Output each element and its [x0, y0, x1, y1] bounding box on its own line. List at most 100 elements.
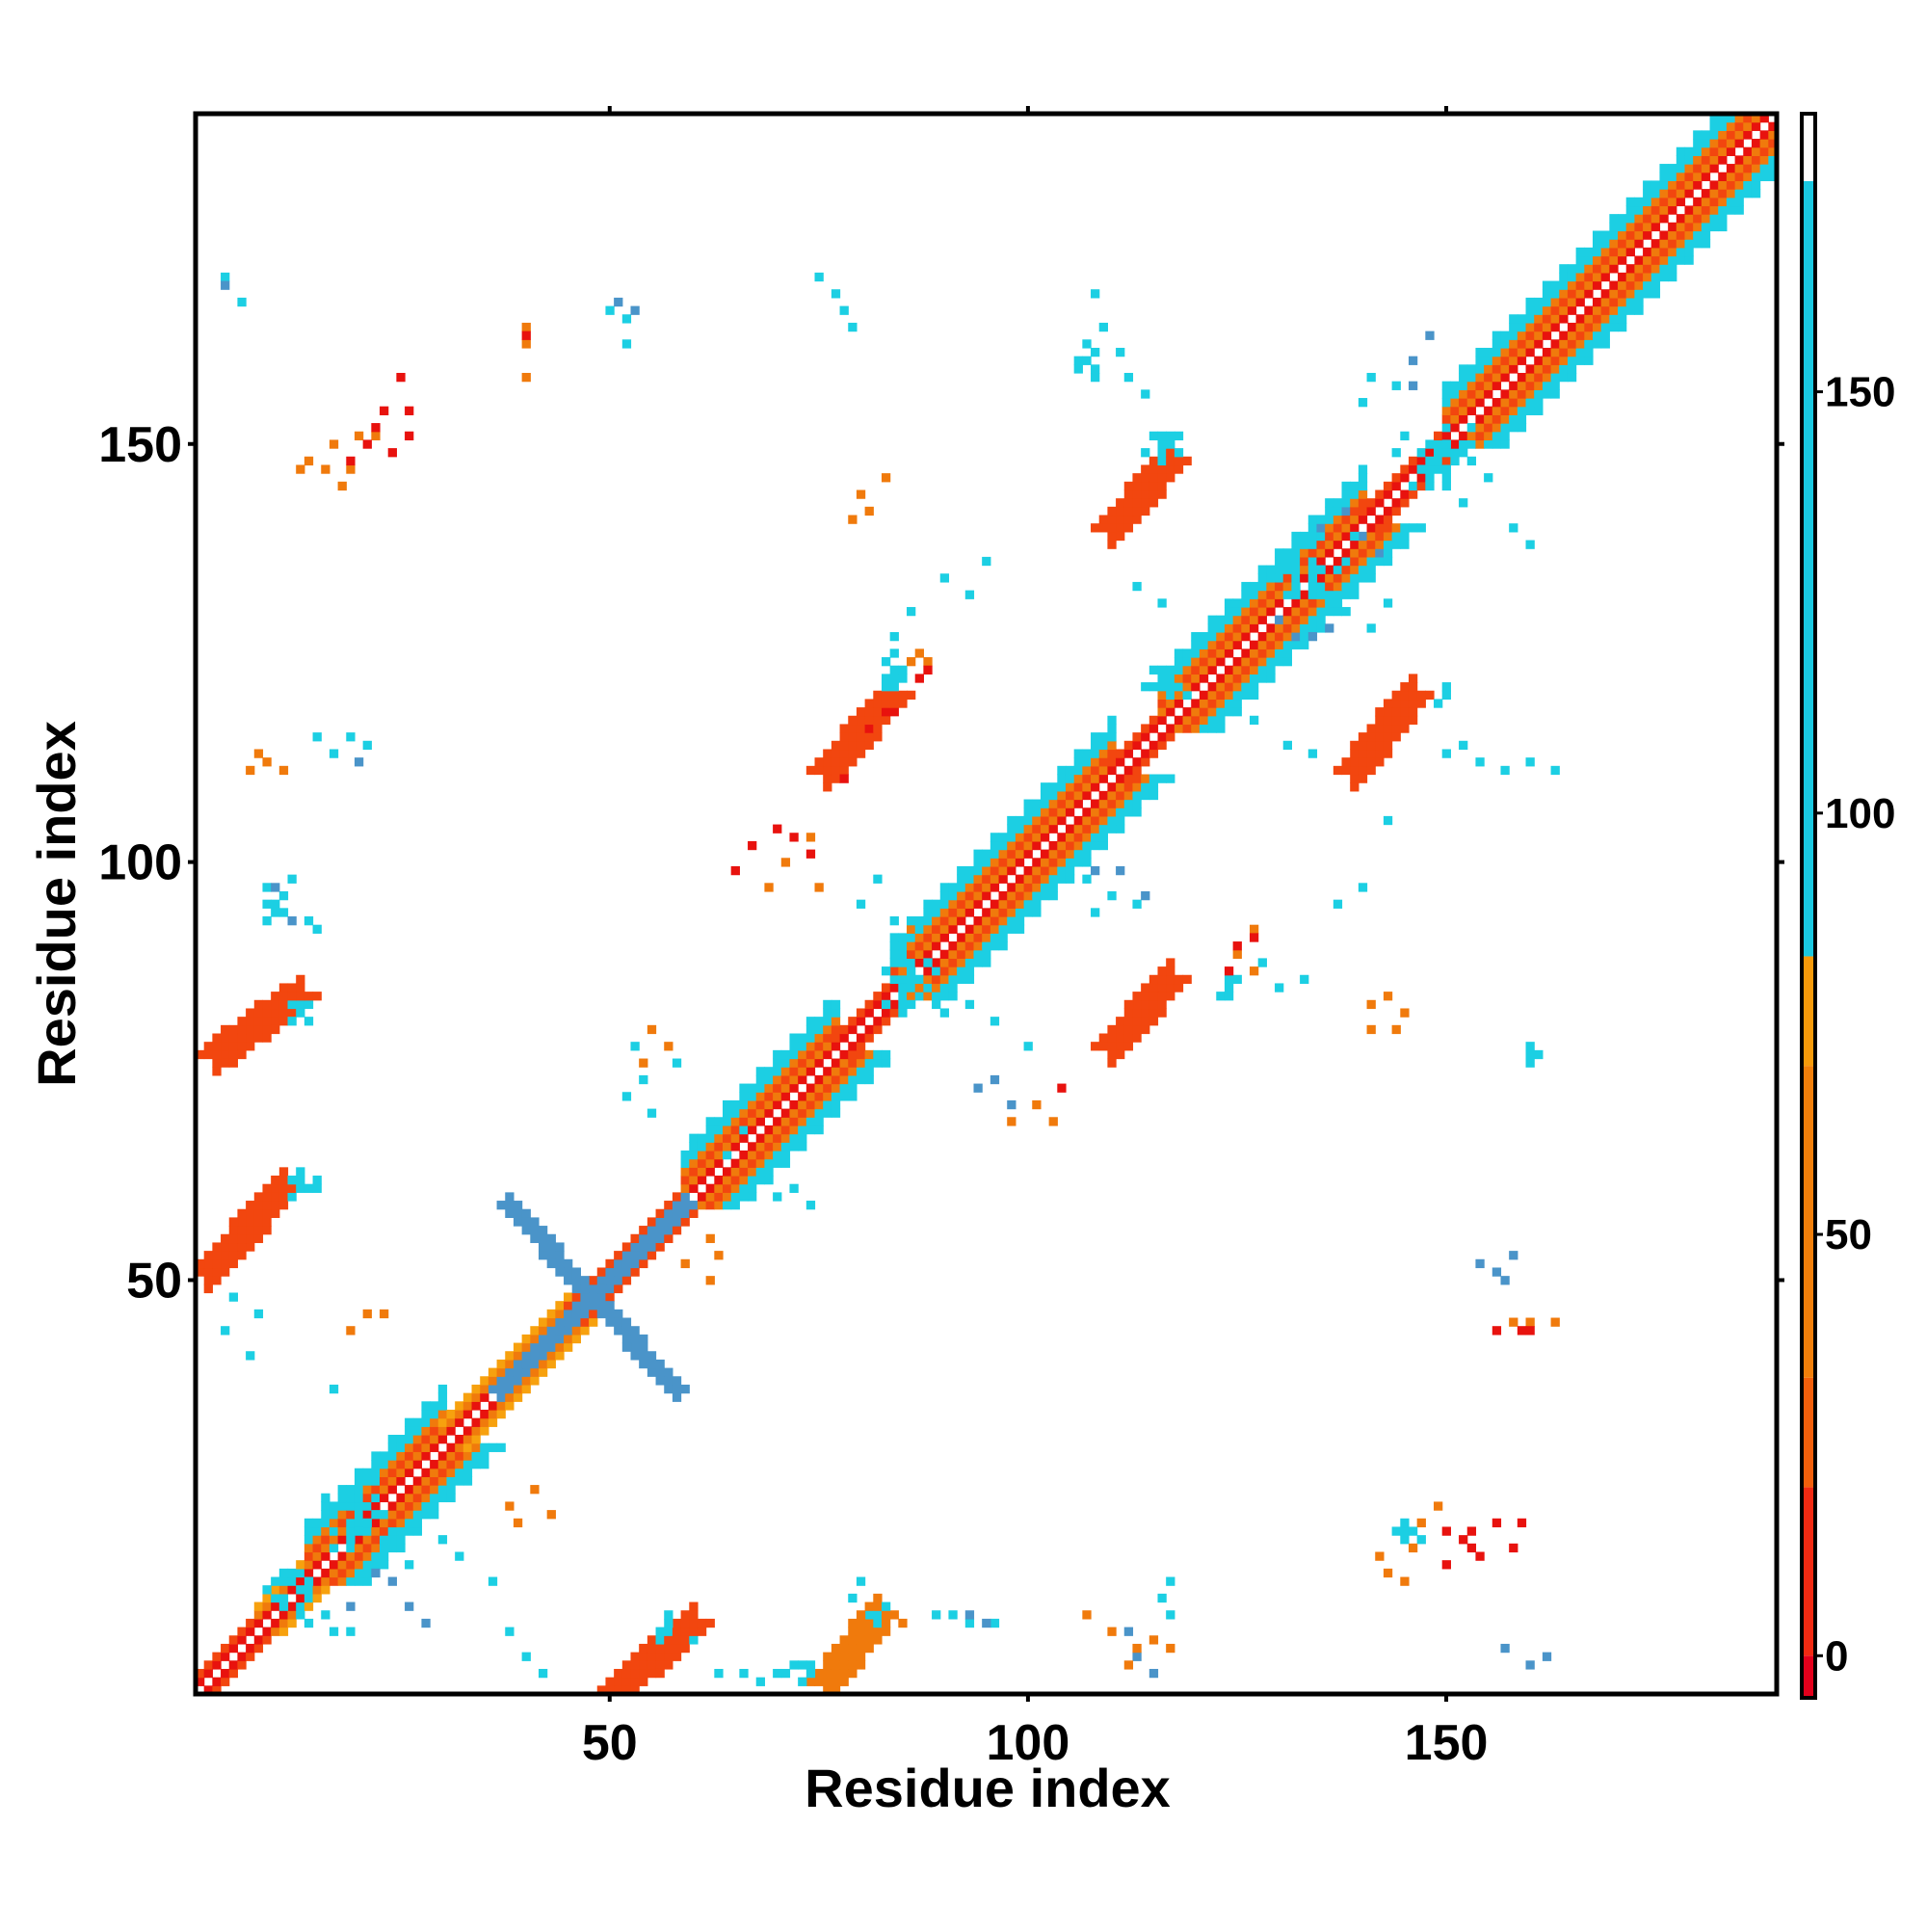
heatmap-cell: [362, 439, 372, 449]
heatmap-cell: [262, 1593, 272, 1603]
heatmap-cell: [856, 1008, 866, 1018]
heatmap-cell: [430, 1401, 439, 1411]
heatmap-cell: [755, 1167, 766, 1177]
heatmap-cell: [1275, 598, 1284, 608]
heatmap-cell: [462, 1476, 473, 1486]
heatmap-cell: [614, 1685, 623, 1695]
heatmap-cell: [780, 1092, 791, 1101]
heatmap-cell: [907, 933, 916, 942]
heatmap-cell: [823, 1660, 832, 1670]
heatmap-cell: [1400, 699, 1410, 708]
heatmap-cell: [337, 481, 347, 491]
heatmap-cell: [848, 724, 858, 733]
heatmap-cell: [1559, 356, 1569, 365]
heatmap-cell: [1718, 155, 1728, 165]
heatmap-cell: [1509, 406, 1518, 415]
heatmap-cell: [1358, 765, 1368, 776]
heatmap-cell: [939, 974, 950, 985]
heatmap-cell: [814, 1049, 824, 1060]
heatmap-cell: [262, 1217, 272, 1227]
heatmap-cell: [1032, 1099, 1042, 1110]
heatmap-cell: [1542, 280, 1552, 290]
heatmap-cell: [1375, 531, 1385, 542]
heatmap-cell: [1166, 1576, 1175, 1586]
heatmap-cell: [848, 1652, 858, 1661]
heatmap-cell: [823, 774, 832, 783]
heatmap-cell: [262, 883, 272, 892]
heatmap-cell: [262, 1601, 272, 1611]
heatmap-cell: [814, 272, 824, 282]
heatmap-cell: [1141, 983, 1150, 992]
heatmap-cell: [1232, 615, 1242, 624]
heatmap-cell: [571, 1284, 581, 1294]
heatmap-cell: [1098, 807, 1108, 817]
heatmap-cell: [730, 1192, 740, 1202]
heatmap-cell: [1567, 264, 1577, 274]
heatmap-cell: [1132, 992, 1142, 1001]
heatmap-cell: [430, 1501, 439, 1511]
heatmap-cell: [555, 1267, 565, 1277]
heatmap-cell: [889, 665, 899, 675]
heatmap-cell: [337, 1518, 347, 1528]
heatmap-cell: [982, 958, 991, 967]
heatmap-cell: [1500, 1643, 1510, 1654]
heatmap-cell: [455, 1476, 464, 1486]
heatmap-cell: [805, 1660, 816, 1670]
heatmap-cell: [262, 899, 272, 909]
heatmap-cell: [1350, 506, 1359, 516]
heatmap-cell: [437, 1417, 448, 1427]
heatmap-cell: [321, 1510, 330, 1520]
heatmap-cell: [998, 890, 1008, 901]
heatmap-cell: [1567, 356, 1577, 365]
heatmap-cell: [1383, 548, 1393, 558]
heatmap-cell: [1182, 674, 1192, 683]
heatmap-cell: [864, 999, 874, 1010]
heatmap-cell: [1659, 255, 1669, 265]
heatmap-cell: [1207, 665, 1217, 675]
heatmap-cell: [1584, 356, 1594, 365]
heatmap-cell: [1316, 515, 1326, 524]
heatmap-cell: [462, 1460, 473, 1469]
heatmap-cell: [1718, 114, 1728, 123]
heatmap-cell: [1416, 699, 1426, 708]
heatmap-cell: [705, 1125, 715, 1135]
heatmap-cell: [1358, 481, 1368, 491]
heatmap-cell: [814, 1017, 824, 1026]
heatmap-cell: [630, 1351, 640, 1361]
heatmap-cell: [505, 1627, 515, 1636]
heatmap-cell: [805, 1099, 816, 1110]
heatmap-cell: [1333, 590, 1343, 599]
heatmap-cell: [1718, 121, 1728, 131]
heatmap-cell: [655, 1208, 665, 1218]
heatmap-cell: [680, 1618, 690, 1628]
heatmap-cell: [1091, 372, 1100, 383]
heatmap-cell: [964, 999, 975, 1010]
heatmap-cell: [655, 1643, 665, 1654]
heatmap-cell: [1609, 305, 1619, 315]
heatmap-cell: [798, 1067, 807, 1076]
heatmap-cell: [312, 1551, 322, 1561]
heatmap-cell: [773, 1074, 782, 1085]
heatmap-cell: [831, 740, 841, 751]
heatmap-cell: [948, 992, 958, 1001]
heatmap-cell: [1491, 364, 1502, 374]
heatmap-cell: [982, 883, 991, 892]
heatmap-cell: [1341, 573, 1351, 583]
heatmap-cell: [714, 1117, 724, 1126]
heatmap-cell: [571, 1276, 581, 1285]
heatmap-cell: [589, 1309, 598, 1319]
heatmap-cell: [932, 992, 941, 1001]
heatmap-cell: [907, 999, 916, 1010]
heatmap-cell: [354, 1568, 364, 1578]
heatmap-cell: [1408, 456, 1418, 466]
heatmap-cell: [1441, 414, 1451, 424]
heatmap-cell: [739, 1192, 749, 1202]
heatmap-cell: [1148, 715, 1159, 726]
colorbar-band: [1802, 180, 1815, 957]
heatmap-cell: [346, 1627, 356, 1636]
heatmap-cell: [998, 899, 1008, 909]
heatmap-cell: [1123, 999, 1134, 1010]
heatmap-cell: [1751, 155, 1761, 165]
heatmap-cell: [1015, 840, 1025, 851]
